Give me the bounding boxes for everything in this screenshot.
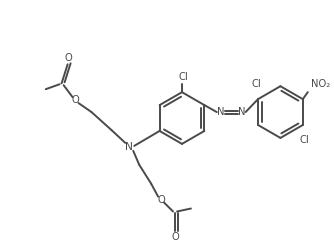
Text: Cl: Cl — [300, 135, 310, 145]
Text: N: N — [217, 107, 224, 117]
Text: N: N — [125, 142, 133, 152]
Text: O: O — [72, 95, 79, 105]
Text: Cl: Cl — [178, 72, 188, 82]
Text: N: N — [238, 107, 245, 117]
Text: Cl: Cl — [251, 79, 261, 89]
Text: O: O — [65, 53, 72, 63]
Text: O: O — [171, 232, 179, 242]
Text: O: O — [157, 195, 165, 205]
Text: NO₂: NO₂ — [311, 79, 330, 89]
